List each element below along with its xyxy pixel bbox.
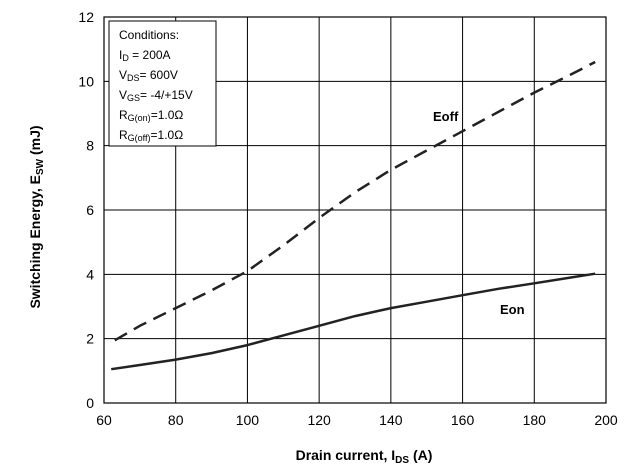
tick-labels: 60 80 100 120 140 160 180 200 0 2 4 6 8 10 12 xyxy=(78,9,617,428)
condition-rgoff: RG(off)=1.0Ω xyxy=(119,128,183,143)
series-line-eon xyxy=(111,272,596,371)
condition-rgon: RG(on)=1.0Ω xyxy=(119,108,183,123)
conditions-frame xyxy=(108,20,217,147)
x-tick-label: 160 xyxy=(451,412,475,428)
y-tick-label: 4 xyxy=(86,266,94,282)
eoff-label: Eoff xyxy=(433,109,459,124)
y-tick-label: 8 xyxy=(86,138,94,154)
condition-id: ID = 200A xyxy=(119,48,171,63)
condition-vds: VDS= 600V xyxy=(119,68,178,83)
plot-frame xyxy=(103,16,607,404)
condition-vgs: VGS= -4/+15V xyxy=(119,88,193,103)
conditions-box: Conditions: ID = 200A VDS= 600V VGS= -4/… xyxy=(108,20,217,147)
x-tick-label: 60 xyxy=(96,412,112,428)
x-tick-label: 80 xyxy=(168,412,184,428)
x-tick-label: 200 xyxy=(594,412,618,428)
grid xyxy=(103,16,607,404)
y-tick-label: 6 xyxy=(86,202,94,218)
eon-label: Eon xyxy=(500,302,525,317)
y-axis-title: Switching Energy, ESW (mJ) xyxy=(27,125,46,308)
x-tick-label: 100 xyxy=(236,412,260,428)
x-axis-title: Drain current, IDS (A) xyxy=(296,447,433,466)
x-tick-label: 120 xyxy=(307,412,331,428)
x-tick-label: 140 xyxy=(379,412,403,428)
y-tick-label: 0 xyxy=(86,395,94,411)
y-tick-label: 2 xyxy=(86,331,94,347)
x-tick-label: 180 xyxy=(523,412,547,428)
y-tick-label: 12 xyxy=(78,9,94,25)
series-group xyxy=(111,60,596,371)
y-tick-label: 10 xyxy=(78,73,94,89)
series-line-eoff xyxy=(114,60,596,342)
conditions-title: Conditions: xyxy=(119,28,179,42)
